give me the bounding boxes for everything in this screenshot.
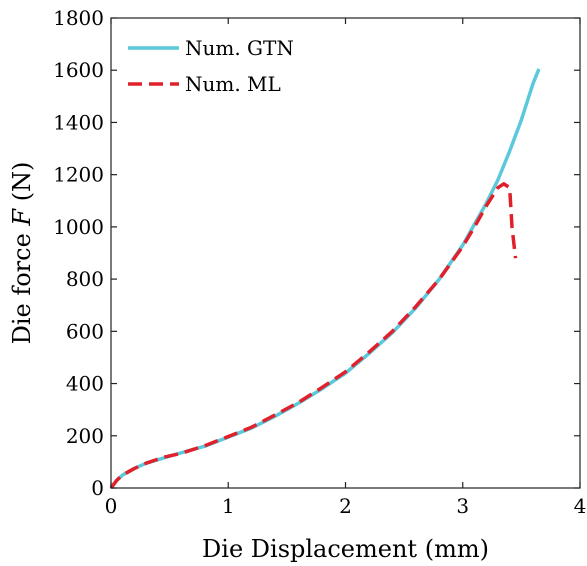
y-axis-label-variable: F [8, 208, 36, 227]
legend-box [117, 24, 317, 100]
y-tick-label: 400 [66, 372, 104, 396]
series-line-gtn [109, 68, 541, 490]
y-axis-label-prefix: Die force [8, 226, 36, 345]
x-tick-label: 4 [574, 494, 587, 518]
y-tick-label: 800 [66, 267, 104, 291]
y-tick-label: 1200 [53, 163, 104, 187]
y-tick-label: 200 [66, 424, 104, 448]
x-axis-label: Die Displacement (mm) [202, 535, 489, 563]
y-tick-label: 1000 [53, 215, 104, 239]
y-axis-label: Die force F (N) [8, 162, 36, 345]
legend-label-ml: Num. ML [185, 72, 281, 96]
series-line-ml [109, 182, 518, 490]
y-tick-label: 0 [91, 476, 104, 500]
y-tick-label: 1800 [53, 6, 104, 30]
legend-label-gtn: Num. GTN [185, 36, 294, 60]
y-tick-label: 600 [66, 319, 104, 343]
x-tick-label: 2 [339, 494, 352, 518]
y-tick-label: 1400 [53, 110, 104, 134]
axis-ticks: 0 1 2 3 4 0 200 400 600 800 1000 1200 1400 1600 1800 [53, 6, 586, 518]
axis-labels: Die Displacement (mm) Die force F (N) [8, 162, 489, 563]
x-tick-label: 0 [105, 494, 118, 518]
y-axis-label-unit: (N) [8, 162, 36, 209]
legend: Num. GTN Num. ML [117, 24, 317, 100]
x-tick-label: 3 [456, 494, 469, 518]
y-tick-label: 1600 [53, 58, 104, 82]
x-tick-label: 1 [222, 494, 235, 518]
